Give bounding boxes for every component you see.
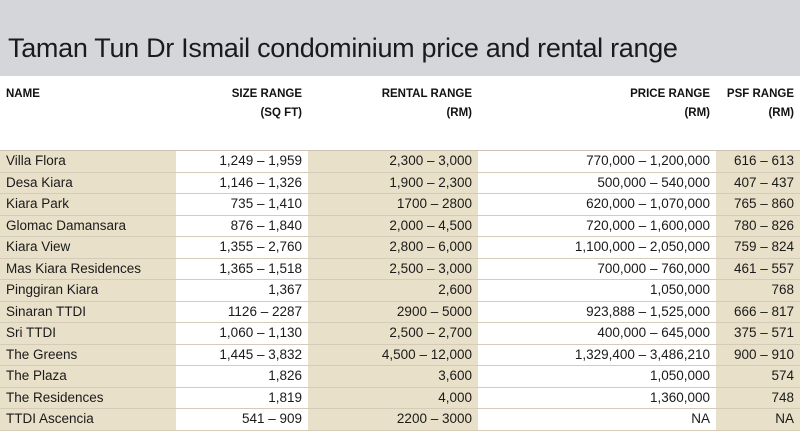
column-unit: (RM) <box>768 107 794 119</box>
table-body: Villa Flora 1,249 – 1,959 2,300 – 3,000 770… <box>0 150 800 431</box>
cell-size-range: 1,146 – 1,326 <box>176 172 308 194</box>
cell-price-range: 1,050,000 <box>478 365 716 388</box>
cell-name: Kiara Park <box>0 193 176 216</box>
table-row: Kiara Park 735 – 1,410 1700 – 2800 620,000 … <box>0 193 800 216</box>
cell-name: The Residences <box>0 387 176 409</box>
table-row: The Plaza 1,826 3,600 1,050,000 574 <box>0 365 800 388</box>
cell-psf-range: 900 – 910 <box>716 344 800 366</box>
cell-price-range: 400,000 – 645,000 <box>478 322 716 345</box>
column-label: RENTAL RANGE <box>381 88 472 100</box>
cell-price-range: 1,050,000 <box>478 279 716 302</box>
cell-name: Glomac Damansara <box>0 215 176 237</box>
table-row: The Residences 1,819 4,000 1,360,000 748 <box>0 387 800 409</box>
cell-price-range: NA <box>478 408 716 431</box>
column-label: NAME <box>6 88 40 100</box>
column-label: PRICE RANGE <box>630 88 710 100</box>
cell-rental-range: 2,500 – 2,700 <box>308 322 478 345</box>
cell-price-range: 1,329,400 – 3,486,210 <box>478 344 716 366</box>
cell-price-range: 620,000 – 1,070,000 <box>478 193 716 216</box>
cell-size-range: 1,355 – 2,760 <box>176 236 308 259</box>
cell-psf-range: 574 <box>716 365 800 388</box>
table-row: Pinggiran Kiara 1,367 2,600 1,050,000 768 <box>0 279 800 302</box>
cell-size-range: 1126 – 2287 <box>176 301 308 323</box>
cell-size-range: 1,819 <box>176 387 308 409</box>
column-unit: (RM) <box>684 107 710 119</box>
table-row: The Greens 1,445 – 3,832 4,500 – 12,000 1,3… <box>0 344 800 366</box>
cell-psf-range: 616 – 613 <box>716 150 800 173</box>
cell-name: The Greens <box>0 344 176 366</box>
cell-rental-range: 2,000 – 4,500 <box>308 215 478 237</box>
column-header-price: PRICE RANGE (RM) <box>478 76 716 151</box>
cell-size-range: 1,060 – 1,130 <box>176 322 308 345</box>
table-row: Sri TTDI 1,060 – 1,130 2,500 – 2,700 400,00… <box>0 322 800 345</box>
cell-psf-range: 407 – 437 <box>716 172 800 194</box>
column-header-name: NAME <box>0 76 176 151</box>
cell-rental-range: 1,900 – 2,300 <box>308 172 478 194</box>
cell-name: The Plaza <box>0 365 176 388</box>
cell-psf-range: 666 – 817 <box>716 301 800 323</box>
cell-rental-range: 2,300 – 3,000 <box>308 150 478 173</box>
table-header: NAME SIZE RANGE (SQ FT) RENTAL RANGE (RM… <box>0 76 800 151</box>
column-unit: (RM) <box>446 107 472 119</box>
table-row: TTDI Ascencia 541 – 909 2200 – 3000 NA NA <box>0 408 800 431</box>
price-rental-table: NAME SIZE RANGE (SQ FT) RENTAL RANGE (RM… <box>0 76 800 431</box>
table-row: Glomac Damansara 876 – 1,840 2,000 – 4,500… <box>0 215 800 237</box>
cell-rental-range: 2,600 <box>308 279 478 302</box>
cell-price-range: 770,000 – 1,200,000 <box>478 150 716 173</box>
cell-name: Pinggiran Kiara <box>0 279 176 302</box>
cell-rental-range: 3,600 <box>308 365 478 388</box>
cell-name: Sri TTDI <box>0 322 176 345</box>
cell-price-range: 923,888 – 1,525,000 <box>478 301 716 323</box>
cell-price-range: 500,000 – 540,000 <box>478 172 716 194</box>
cell-size-range: 735 – 1,410 <box>176 193 308 216</box>
cell-psf-range: NA <box>716 408 800 431</box>
cell-rental-range: 2200 – 3000 <box>308 408 478 431</box>
table-row: Sinaran TTDI 1126 – 2287 2900 – 5000 923,88… <box>0 301 800 323</box>
header-row: NAME SIZE RANGE (SQ FT) RENTAL RANGE (RM… <box>0 76 800 151</box>
cell-psf-range: 759 – 824 <box>716 236 800 259</box>
title-band: Taman Tun Dr Ismail condominium price an… <box>0 0 800 76</box>
table-row: Kiara View 1,355 – 2,760 2,800 – 6,000 1,10… <box>0 236 800 259</box>
cell-rental-range: 2,800 – 6,000 <box>308 236 478 259</box>
cell-size-range: 1,445 – 3,832 <box>176 344 308 366</box>
cell-size-range: 1,249 – 1,959 <box>176 150 308 173</box>
cell-name: Sinaran TTDI <box>0 301 176 323</box>
table-row: Villa Flora 1,249 – 1,959 2,300 – 3,000 770… <box>0 150 800 173</box>
cell-name: Mas Kiara Residences <box>0 258 176 280</box>
page-title: Taman Tun Dr Ismail condominium price an… <box>8 33 678 63</box>
table-row: Mas Kiara Residences 1,365 – 1,518 2,500 –… <box>0 258 800 280</box>
cell-size-range: 1,367 <box>176 279 308 302</box>
column-label: SIZE RANGE <box>231 88 302 100</box>
cell-rental-range: 4,000 <box>308 387 478 409</box>
cell-name: Desa Kiara <box>0 172 176 194</box>
cell-psf-range: 461 – 557 <box>716 258 800 280</box>
cell-price-range: 700,000 – 760,000 <box>478 258 716 280</box>
cell-psf-range: 780 – 826 <box>716 215 800 237</box>
cell-size-range: 541 – 909 <box>176 408 308 431</box>
cell-size-range: 1,826 <box>176 365 308 388</box>
cell-size-range: 876 – 1,840 <box>176 215 308 237</box>
column-header-size: SIZE RANGE (SQ FT) <box>176 76 308 151</box>
column-label: PSF RANGE <box>726 88 794 100</box>
cell-price-range: 720,000 – 1,600,000 <box>478 215 716 237</box>
cell-price-range: 1,360,000 <box>478 387 716 409</box>
column-header-psf: PSF RANGE (RM) <box>716 76 800 151</box>
cell-rental-range: 2900 – 5000 <box>308 301 478 323</box>
cell-psf-range: 768 <box>716 279 800 302</box>
cell-psf-range: 748 <box>716 387 800 409</box>
cell-rental-range: 4,500 – 12,000 <box>308 344 478 366</box>
cell-psf-range: 375 – 571 <box>716 322 800 345</box>
column-header-rental: RENTAL RANGE (RM) <box>308 76 478 151</box>
cell-name: Villa Flora <box>0 150 176 173</box>
cell-psf-range: 765 – 860 <box>716 193 800 216</box>
cell-rental-range: 2,500 – 3,000 <box>308 258 478 280</box>
column-unit: (SQ FT) <box>260 107 302 119</box>
cell-name: TTDI Ascencia <box>0 408 176 431</box>
cell-price-range: 1,100,000 – 2,050,000 <box>478 236 716 259</box>
cell-rental-range: 1700 – 2800 <box>308 193 478 216</box>
cell-name: Kiara View <box>0 236 176 259</box>
cell-size-range: 1,365 – 1,518 <box>176 258 308 280</box>
table-row: Desa Kiara 1,146 – 1,326 1,900 – 2,300 500,… <box>0 172 800 194</box>
